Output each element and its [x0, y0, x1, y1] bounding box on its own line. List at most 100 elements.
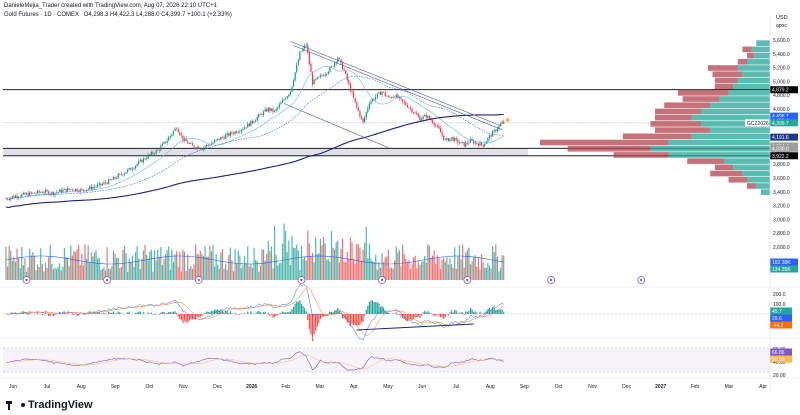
volume-bar [134, 252, 137, 280]
candle-body [231, 132, 233, 134]
macd-histogram-bar [324, 314, 326, 315]
macd-histogram-bar [496, 309, 498, 314]
volume-bar [280, 262, 282, 280]
price-label: 4,399.7 [772, 121, 789, 127]
candle-body [376, 93, 378, 97]
candle-body [176, 128, 178, 130]
tradingview-logo[interactable]: TradingView [6, 399, 93, 411]
channel-upper-inner-line [293, 45, 503, 130]
candle-body [52, 191, 54, 196]
macd-histogram-bar [294, 303, 296, 314]
candle-body [370, 101, 372, 104]
volume-bar [318, 253, 320, 280]
volume-bar [190, 265, 192, 280]
candle-body [104, 182, 107, 184]
volume-bar [183, 251, 186, 280]
macd-histogram-bar [142, 312, 145, 314]
macd-trendline [356, 323, 474, 331]
macd-histogram-bar [29, 312, 31, 314]
macd-histogram-bar [262, 312, 265, 314]
volume-bar [81, 253, 83, 280]
x-tick-label: Feb [281, 384, 290, 390]
volume-bar [430, 257, 432, 280]
macd-histogram-bar [153, 314, 156, 316]
candle-body [166, 140, 168, 143]
macd-histogram-bar [357, 314, 359, 325]
macd-histogram-bar [322, 314, 325, 317]
candle-body [296, 64, 298, 73]
macd-histogram-bar [401, 314, 404, 319]
volume-bar [413, 257, 415, 280]
candle-body [443, 135, 445, 140]
volume-bar [450, 264, 453, 280]
candle-body [76, 188, 78, 192]
volume-bar [158, 256, 160, 280]
volume-bar [414, 255, 416, 280]
macd-histogram-bar [95, 313, 97, 314]
volume-bar [406, 261, 408, 280]
candle-body [439, 128, 442, 133]
volume-bar [401, 244, 404, 280]
volume-bar [403, 253, 405, 280]
candle-body [300, 51, 303, 53]
candle-body [163, 141, 165, 144]
volume-bar [286, 251, 288, 280]
volume-bar [245, 263, 247, 280]
candle-body [193, 145, 195, 148]
volume-bar [482, 262, 484, 280]
x-tick-label: Nov [588, 384, 597, 390]
volume-bar [435, 263, 437, 280]
macd-histogram-bar [182, 314, 184, 324]
volume-bar [125, 253, 127, 280]
volume-bar [220, 252, 222, 280]
volume-bar [373, 261, 375, 280]
macd-histogram-bar [128, 312, 130, 314]
candle-body [329, 67, 331, 72]
macd-histogram-bar [243, 313, 246, 314]
candle-body [111, 179, 113, 181]
macd-histogram-bar [220, 309, 222, 314]
macd-histogram-bar [503, 312, 505, 314]
macd-histogram-bar [49, 314, 51, 316]
candle-body [446, 138, 448, 140]
volume-bar [239, 255, 241, 280]
volume-profile-bar-down [682, 96, 720, 102]
x-tick-label: Aug [486, 384, 495, 390]
candle-body [501, 121, 503, 124]
candle-body [349, 83, 352, 92]
candle-body [188, 143, 190, 145]
macd-histogram-bar [422, 312, 424, 314]
macd-histogram-bar [172, 311, 175, 314]
volume-bar [49, 244, 51, 280]
candle-body [199, 148, 201, 150]
macd-histogram-bar [272, 314, 274, 318]
candle-body [81, 189, 83, 190]
candle-body [324, 74, 326, 77]
volume-bar [188, 268, 190, 280]
volume-profile-bar-up [724, 158, 770, 164]
macd-histogram-bar [78, 314, 80, 316]
macd-histogram-bar [413, 314, 415, 319]
candle-body [381, 91, 383, 95]
volume-bar [70, 245, 72, 280]
candle-body [285, 98, 287, 100]
volume-bar [114, 253, 116, 280]
volume-bar [5, 246, 7, 280]
candle-body [98, 183, 100, 185]
macd-histogram-bar [180, 314, 182, 320]
volume-bar [329, 261, 331, 280]
volume-bar [84, 244, 86, 280]
volume-bar [62, 266, 64, 280]
volume-bar [368, 244, 370, 280]
volume-bar [247, 246, 249, 280]
candle-body [275, 108, 277, 111]
volume-bar [463, 267, 465, 280]
volume-bar [95, 250, 97, 280]
volume-bar [90, 252, 92, 280]
macd-histogram-bar [353, 314, 355, 326]
volume-bar [335, 242, 337, 280]
macd-histogram-bar [416, 314, 418, 317]
candle-body [223, 137, 225, 139]
candle-body [177, 129, 179, 133]
